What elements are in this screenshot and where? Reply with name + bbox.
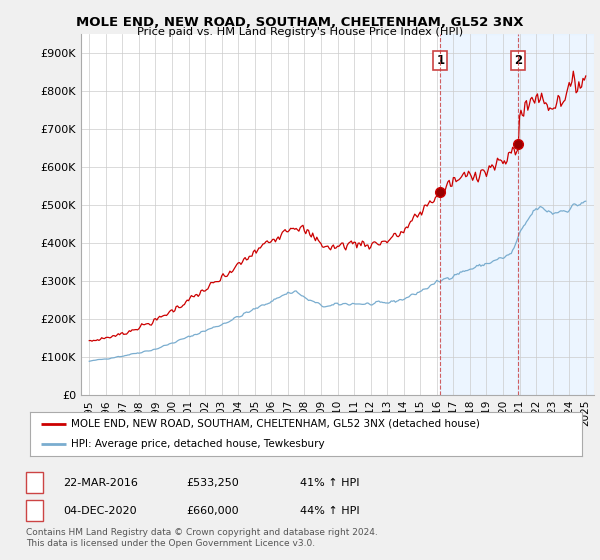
Text: 22-MAR-2016: 22-MAR-2016 [63, 478, 138, 488]
Text: £660,000: £660,000 [186, 506, 239, 516]
Text: £533,250: £533,250 [186, 478, 239, 488]
Text: 2: 2 [514, 54, 522, 67]
Text: 2: 2 [31, 506, 38, 516]
Text: Price paid vs. HM Land Registry's House Price Index (HPI): Price paid vs. HM Land Registry's House … [137, 27, 463, 37]
Text: Contains HM Land Registry data © Crown copyright and database right 2024.
This d: Contains HM Land Registry data © Crown c… [26, 528, 377, 548]
Text: 1: 1 [436, 54, 445, 67]
Text: 41% ↑ HPI: 41% ↑ HPI [300, 478, 359, 488]
Text: HPI: Average price, detached house, Tewkesbury: HPI: Average price, detached house, Tewk… [71, 439, 325, 449]
Bar [518, 34, 594, 395]
Text: 04-DEC-2020: 04-DEC-2020 [63, 506, 137, 516]
Text: MOLE END, NEW ROAD, SOUTHAM, CHELTENHAM, GL52 3NX (detached house): MOLE END, NEW ROAD, SOUTHAM, CHELTENHAM,… [71, 419, 480, 429]
Text: 1: 1 [31, 478, 38, 488]
Text: 44% ↑ HPI: 44% ↑ HPI [300, 506, 359, 516]
Bar [440, 34, 518, 395]
Text: MOLE END, NEW ROAD, SOUTHAM, CHELTENHAM, GL52 3NX: MOLE END, NEW ROAD, SOUTHAM, CHELTENHAM,… [76, 16, 524, 29]
